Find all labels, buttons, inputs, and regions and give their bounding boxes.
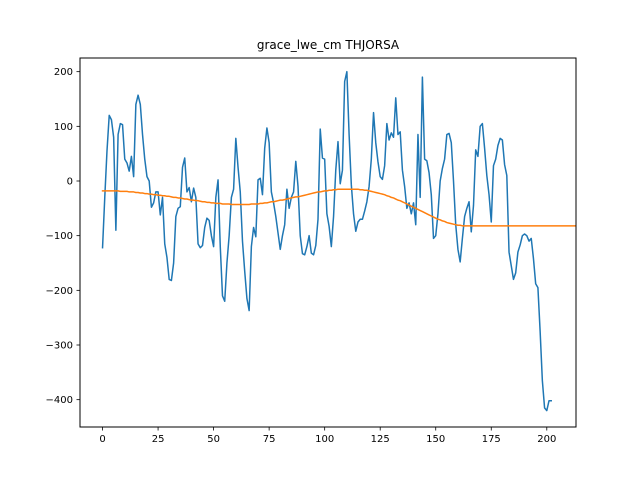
x-tick-label: 25 — [152, 434, 165, 445]
y-tick-label: 200 — [54, 67, 73, 78]
y-tick-label: −300 — [46, 341, 73, 352]
series-line-1 — [101, 70, 552, 412]
x-tick-label: 0 — [99, 434, 105, 445]
x-tick-label: 175 — [482, 434, 501, 445]
y-tick-label: 100 — [54, 122, 73, 133]
series-line-2 — [101, 188, 577, 227]
y-tick-label: −100 — [46, 231, 73, 242]
x-axis: 0 25 50 75 100 125 150 175 200 — [99, 427, 556, 445]
x-tick-label: 100 — [315, 434, 334, 445]
x-tick-label: 150 — [426, 434, 445, 445]
y-axis: −400 −300 −200 −100 0 100 200 — [46, 67, 80, 406]
y-tick-label: −400 — [46, 395, 73, 406]
y-tick-label: −200 — [46, 286, 73, 297]
plot-area-frame — [79, 57, 577, 428]
x-tick-label: 200 — [537, 434, 556, 445]
x-tick-label: 125 — [371, 434, 390, 445]
y-tick-label: 0 — [67, 177, 73, 188]
chart-title: grace_lwe_cm THJORSA — [257, 38, 400, 52]
x-tick-label: 75 — [263, 434, 276, 445]
series-layer — [101, 70, 577, 412]
x-tick-label: 50 — [207, 434, 220, 445]
